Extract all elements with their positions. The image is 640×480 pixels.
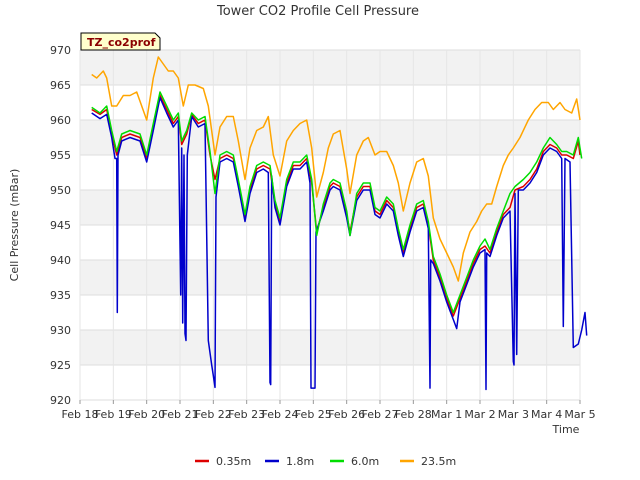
station-badge: TZ_co2prof bbox=[80, 32, 161, 51]
y-tick-label: 960 bbox=[50, 114, 71, 127]
plot-band bbox=[80, 365, 580, 400]
series-line-1-8m bbox=[91, 96, 588, 391]
plot-band bbox=[80, 330, 580, 365]
plot-band bbox=[80, 260, 580, 295]
y-axis-label: Cell Pressure (mBar) bbox=[8, 169, 21, 282]
station-badge-text: TZ_co2prof bbox=[87, 36, 156, 49]
series-layer bbox=[91, 56, 588, 391]
x-tick-label: Mar 4 bbox=[531, 408, 562, 421]
plot-band bbox=[80, 190, 580, 225]
x-tick-label: Feb 24 bbox=[262, 408, 299, 421]
y-tick-label: 935 bbox=[50, 289, 71, 302]
station-badge-box bbox=[80, 32, 161, 51]
legend-label: 6.0m bbox=[351, 455, 379, 468]
x-tick-label: Feb 18 bbox=[62, 408, 99, 421]
x-tick-label: Feb 22 bbox=[195, 408, 232, 421]
x-tick-label: Feb 20 bbox=[128, 408, 165, 421]
series-line-23-5m bbox=[91, 56, 581, 282]
y-tick-label: 920 bbox=[50, 394, 71, 407]
x-tick-label: Mar 1 bbox=[431, 408, 462, 421]
chart-title: Tower CO2 Profile Cell Pressure bbox=[216, 4, 419, 19]
legend-label: 1.8m bbox=[286, 455, 314, 468]
y-tick-label: 970 bbox=[50, 44, 71, 57]
x-tick-label: Feb 19 bbox=[95, 408, 132, 421]
legend-label: 0.35m bbox=[216, 455, 251, 468]
grid-lines bbox=[79, 49, 581, 401]
x-tick-label: Feb 26 bbox=[328, 408, 365, 421]
y-axis-ticks: 920 925 930 935 940 945 950 955 960 965 970 bbox=[50, 44, 71, 407]
y-tick-label: 945 bbox=[50, 219, 71, 232]
x-tick-label: Feb 28 bbox=[395, 408, 432, 421]
x-tick-label: Mar 3 bbox=[498, 408, 529, 421]
series-line-6-0m bbox=[91, 91, 583, 314]
x-tick-label: Feb 21 bbox=[162, 408, 199, 421]
legend: 0.35m 1.8m 6.0m 23.5m bbox=[195, 455, 456, 468]
x-tick-label: Mar 5 bbox=[564, 408, 595, 421]
x-tick-label: Feb 27 bbox=[362, 408, 399, 421]
plot-band bbox=[80, 120, 580, 155]
x-tick-label: Feb 25 bbox=[295, 408, 332, 421]
y-tick-label: 965 bbox=[50, 79, 71, 92]
plot-band bbox=[80, 225, 580, 260]
y-tick-label: 930 bbox=[50, 324, 71, 337]
x-tick-label: Mar 2 bbox=[464, 408, 495, 421]
legend-label: 23.5m bbox=[421, 455, 456, 468]
x-axis-label: Time bbox=[552, 423, 580, 436]
y-tick-label: 955 bbox=[50, 149, 71, 162]
plot-band bbox=[80, 295, 580, 330]
x-tick-label: Feb 23 bbox=[228, 408, 265, 421]
y-tick-label: 940 bbox=[50, 254, 71, 267]
y-tick-label: 950 bbox=[50, 184, 71, 197]
plot-band bbox=[80, 50, 580, 85]
y-tick-label: 925 bbox=[50, 359, 71, 372]
